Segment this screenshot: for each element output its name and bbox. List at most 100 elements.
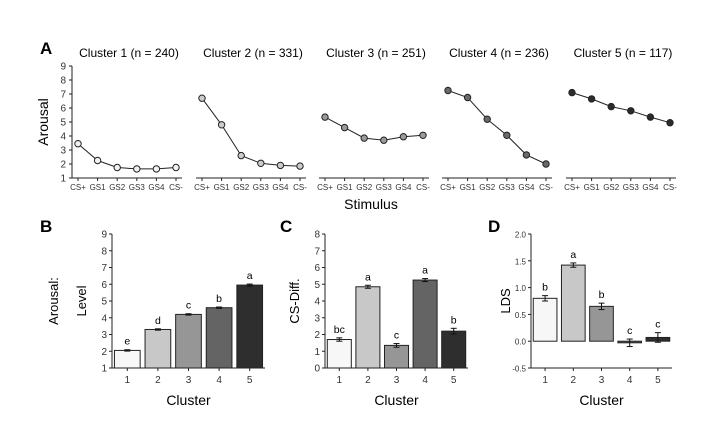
- cluster-title: Cluster 2 (n = 331): [203, 46, 303, 60]
- x-tick-label: GS1: [584, 183, 601, 192]
- x-tick-label: 4: [627, 375, 633, 386]
- data-point: [340, 123, 349, 132]
- x-tick-label: GS4: [518, 183, 535, 192]
- data-point: [607, 102, 615, 111]
- x-tick-label: GS2: [356, 183, 373, 192]
- x-tick-label: GS1: [460, 183, 477, 192]
- data-point: [463, 93, 472, 102]
- data-point: [646, 113, 655, 121]
- x-tick-label: GS3: [129, 183, 146, 192]
- x-tick-label: GS1: [90, 183, 107, 192]
- y-tick-label: 2: [101, 347, 107, 358]
- y-tick-label: 7: [314, 246, 320, 257]
- series-line: [324, 116, 424, 141]
- bar: [326, 339, 352, 369]
- bar: [236, 284, 264, 369]
- y-tick-label: 7: [60, 90, 66, 101]
- significance-letter: b: [451, 314, 457, 326]
- x-tick-label: GS1: [337, 183, 354, 192]
- x-tick-label: GS2: [603, 183, 620, 192]
- y-tick-label: 6: [314, 263, 320, 274]
- x-tick-label: CS+: [194, 183, 210, 192]
- series-line: [447, 90, 547, 165]
- data-point: [522, 151, 531, 159]
- x-tick-label: GS4: [148, 183, 165, 192]
- x-tick-label: 4: [422, 375, 428, 386]
- significance-letter: c: [394, 330, 399, 342]
- x-tick-label: 5: [655, 375, 661, 386]
- significance-letter: bc: [334, 324, 345, 336]
- y-tick-label: 6: [60, 104, 66, 115]
- significance-letter: a: [422, 265, 428, 277]
- x-tick-label: CS-: [539, 183, 553, 192]
- data-point: [74, 140, 82, 148]
- y-tick-label: 5: [101, 297, 107, 308]
- x-tick-label: GS2: [479, 183, 496, 192]
- y-tick-label: 0: [314, 364, 320, 375]
- x-tick-label: GS3: [253, 183, 270, 192]
- data-point: [257, 159, 265, 168]
- panel-letter-d: D: [488, 217, 500, 236]
- y-tick-label: 8: [314, 230, 320, 241]
- y-tick-label: 9: [60, 62, 66, 73]
- significance-letter: b: [599, 289, 605, 301]
- data-point: [296, 162, 304, 170]
- bar: [589, 305, 614, 342]
- cluster-title: Cluster 1 (n = 240): [79, 46, 179, 60]
- y-axis-label: CS-Diff.: [287, 278, 302, 323]
- y-tick-label: 3: [101, 330, 107, 341]
- significance-letter: c: [627, 325, 632, 337]
- x-tick-label: 2: [571, 375, 577, 386]
- y-tick-label: 6: [101, 280, 107, 291]
- x-tick-label: GS2: [233, 183, 250, 192]
- y-tick-label: 4: [314, 297, 320, 308]
- data-point: [587, 95, 596, 103]
- series-line: [201, 97, 301, 167]
- x-tick-label: CS-: [169, 183, 183, 192]
- y-tick-label: 1: [60, 174, 66, 185]
- panel-letter-c: C: [280, 217, 292, 236]
- x-axis-label: Stimulus: [344, 196, 398, 212]
- x-tick-label: 1: [542, 375, 548, 386]
- significance-letter: c: [655, 319, 660, 331]
- bar: [532, 297, 558, 342]
- bar: [144, 328, 172, 369]
- y-tick-label: 2: [314, 330, 320, 341]
- data-point: [503, 131, 511, 140]
- x-tick-label: CS-: [293, 183, 307, 192]
- series-line: [77, 143, 177, 170]
- x-tick-label: GS3: [499, 183, 516, 192]
- y-tick-label: -0.5: [512, 365, 526, 374]
- y-axis-label: Arousal:: [46, 277, 61, 325]
- x-tick-label: GS3: [623, 183, 640, 192]
- data-point: [444, 86, 452, 95]
- x-tick-label: CS-: [416, 183, 430, 192]
- x-tick-label: CS+: [317, 183, 333, 192]
- data-point: [483, 115, 491, 123]
- x-tick-label: 3: [599, 375, 605, 386]
- y-tick-label: 9: [101, 230, 107, 241]
- series-line: [571, 92, 671, 124]
- y-tick-label: 1.0: [515, 284, 527, 293]
- significance-letter: e: [124, 336, 130, 348]
- x-tick-label: GS4: [272, 183, 289, 192]
- y-tick-label: 0.5: [515, 311, 527, 320]
- significance-letter: a: [570, 249, 576, 261]
- y-tick-label: 1.5: [515, 257, 527, 266]
- significance-letter: c: [186, 300, 191, 312]
- y-tick-label: 2.0: [515, 231, 527, 240]
- bar: [113, 349, 141, 369]
- significance-letter: b: [216, 293, 222, 305]
- cluster-title: Cluster 3 (n = 251): [326, 46, 426, 60]
- x-tick-label: 3: [186, 375, 192, 386]
- data-point: [152, 165, 161, 173]
- panel-letter-b: B: [40, 217, 52, 236]
- y-tick-label: 8: [101, 246, 107, 257]
- y-tick-label: 7: [101, 263, 107, 274]
- data-point: [198, 94, 206, 102]
- data-point: [113, 163, 121, 172]
- significance-letter: a: [365, 271, 371, 283]
- data-point: [542, 160, 550, 168]
- x-tick-label: GS4: [642, 183, 659, 192]
